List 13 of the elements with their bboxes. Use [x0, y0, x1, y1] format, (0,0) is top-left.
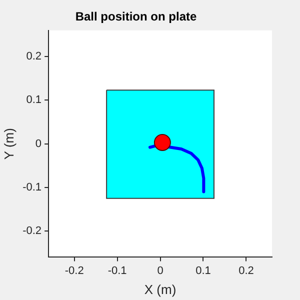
x-tick-label: 0.1: [196, 264, 211, 277]
y-tick-label: 0: [35, 138, 42, 150]
x-tick-label: 0.2: [238, 264, 254, 277]
y-axis-title: Y (m): [1, 128, 16, 160]
x-tick-label: -0.1: [108, 264, 127, 277]
x-axis-title: X (m): [144, 282, 176, 297]
x-tick-label: 0: [157, 264, 164, 277]
y-tick-label: 0.1: [26, 94, 42, 106]
y-tick-label: -0.2: [22, 225, 42, 238]
x-tick-label: -0.2: [64, 264, 84, 277]
y-tick-label: -0.1: [22, 181, 42, 194]
y-tick-label: 0.2: [26, 50, 42, 63]
chart-title: Ball position on plate: [75, 10, 197, 24]
